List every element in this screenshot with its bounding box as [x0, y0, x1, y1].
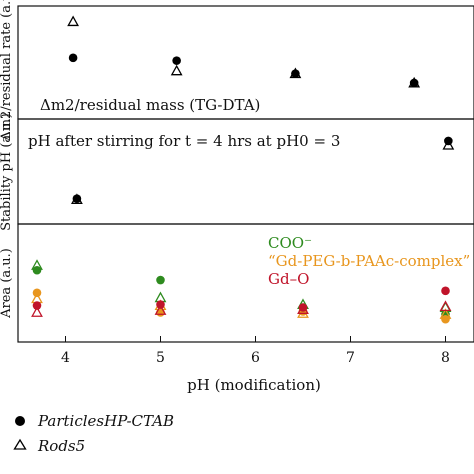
data-point-triangle [442, 139, 455, 150]
data-point-triangle [154, 304, 167, 315]
data-point-circle [172, 56, 181, 65]
panel-middle-y-label: Stability pH (a.u.) [0, 113, 14, 231]
data-markers [31, 15, 455, 324]
legend: ParticlesHP-CTAB Rods5 [13, 412, 174, 455]
panel-bottom-legend-label-1: “Gd-PEG-b-PAAc-complex” [268, 252, 470, 270]
panel-bottom-frame [17, 223, 474, 343]
data-point-circle [441, 314, 450, 324]
panel-middle: pH after stirring for t = 4 hrs at pH0 =… [0, 113, 474, 231]
data-point-triangle [31, 259, 43, 270]
legend-label-particles: ParticlesHP-CTAB [37, 412, 174, 430]
data-point-triangle [170, 64, 183, 76]
data-point-triangle [289, 67, 302, 79]
panel-bottom: Area (a.u.) COO⁻ “Gd-PEG-b-PAAc-complex”… [0, 223, 474, 343]
data-point-triangle [31, 306, 43, 317]
x-tick-label: 6 [251, 350, 260, 366]
legend-label-rods: Rods5 [37, 437, 85, 455]
x-tick-label: 4 [61, 350, 70, 366]
data-point-circle [32, 301, 42, 310]
data-point-triangle [297, 303, 309, 314]
data-point-triangle [67, 15, 80, 27]
panel-middle-title: pH after stirring for t = 4 hrs at pH0 =… [28, 132, 340, 150]
data-point-circle [32, 265, 42, 275]
panel-bottom-legend-label-2: Gd–O [268, 270, 309, 288]
data-point-circle [68, 53, 78, 63]
data-point-circle [156, 275, 165, 285]
data-point-triangle [439, 308, 452, 319]
data-point-triangle [439, 300, 452, 312]
data-point-circle [441, 286, 450, 296]
x-tick-label: 7 [346, 350, 355, 366]
x-axis-label: pH (modification) [187, 376, 321, 394]
data-point-triangle [70, 193, 83, 205]
panel-bottom-y-label: Area (a.u.) [0, 248, 14, 319]
x-tick-label: 8 [441, 350, 450, 366]
x-tick-label: 5 [156, 350, 165, 366]
data-point-triangle [408, 76, 421, 88]
legend-marker-rods [13, 438, 27, 450]
panel-top-y-label: Δm2/residual rate (a.u.) [0, 0, 14, 141]
panel-top-title: Δm2/residual mass (TG-DTA) [40, 96, 260, 114]
x-axis-ticks: 4 5 6 7 8 [61, 336, 450, 366]
panel-bottom-legend-label-0: COO⁻ [268, 234, 312, 252]
data-point-circle [72, 194, 82, 203]
legend-marker-particles [15, 416, 25, 426]
